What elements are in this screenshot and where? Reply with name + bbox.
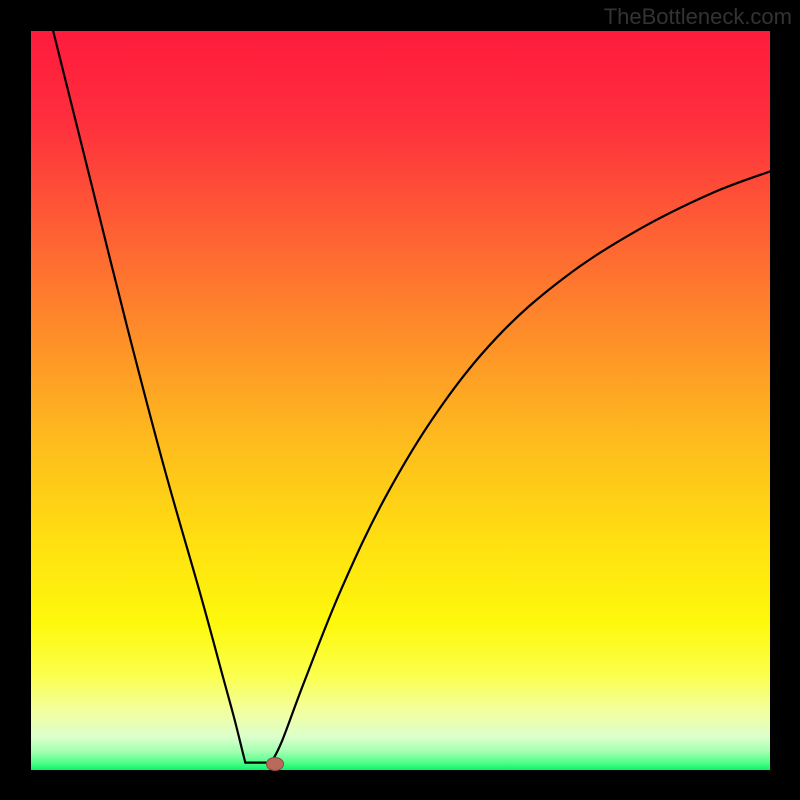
plot-curve xyxy=(31,31,770,770)
optimum-marker xyxy=(266,757,284,771)
watermark-text: TheBottleneck.com xyxy=(604,4,792,30)
plot-area xyxy=(31,31,770,770)
